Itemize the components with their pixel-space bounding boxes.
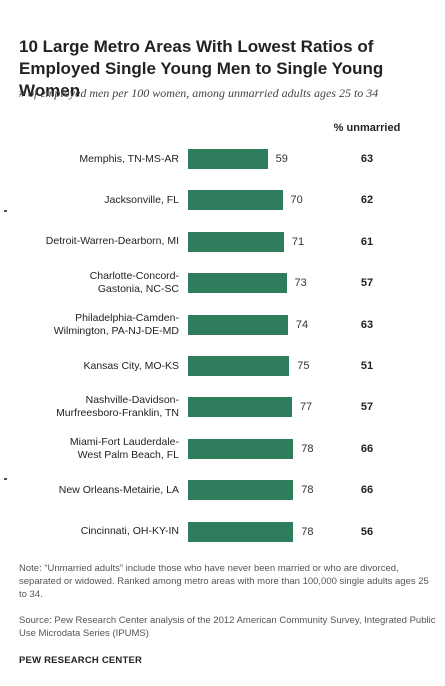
category-label-line: Memphis, TN-MS-AR xyxy=(79,152,179,165)
bar-value-label: 75 xyxy=(297,360,310,372)
bar-row: Kansas City, MO-KS 75 51 xyxy=(0,348,445,384)
bar-value-label: 78 xyxy=(301,525,314,538)
bar xyxy=(188,314,288,335)
category-label-line: New Orleans-Metairie, LA xyxy=(58,483,179,496)
chart-note: Note: “Unmarried adults” include those w… xyxy=(19,563,429,600)
bar-row: Jacksonville, FL 70 62 xyxy=(0,182,445,218)
unmarried-pct-label: 57 xyxy=(360,277,374,290)
bar-row: Philadelphia-Camden- Wilmington, PA-NJ-DE… xyxy=(0,307,445,343)
edge-tick-mark xyxy=(4,478,7,480)
unmarried-pct-label: 51 xyxy=(360,360,374,372)
category-label-line: West Palm Beach, FL xyxy=(77,448,179,461)
category-label-line: Nashville-Davidson- xyxy=(85,394,179,407)
unmarried-pct-label: 63 xyxy=(360,153,374,165)
bar-value-label: 74 xyxy=(295,318,309,331)
bar xyxy=(188,397,292,418)
category-label-line: Miami-Fort Lauderdale- xyxy=(69,435,179,448)
bar-row: Nashville-Davidson- Murfreesboro-Franklin… xyxy=(0,389,445,425)
bar-value-label: 78 xyxy=(301,484,314,497)
bar-row: Charlotte-Concord- Gastonia, NC-SC 73 57 xyxy=(0,265,445,301)
bar-value-label: 70 xyxy=(290,194,303,207)
bar-value-label: 78 xyxy=(301,442,314,455)
category-label: Jacksonville, FL xyxy=(104,182,179,218)
category-label-line: Philadelphia-Camden- xyxy=(75,311,179,324)
bar-value-label: 73 xyxy=(294,277,307,290)
category-label: Kansas City, MO-KS xyxy=(84,348,180,384)
category-label-line: Wilmington, PA-NJ-DE-MD xyxy=(53,324,179,337)
category-label-line: Kansas City, MO-KS xyxy=(83,359,180,372)
bar-row: Memphis, TN-MS-AR 59 63 xyxy=(0,141,445,177)
bar xyxy=(188,521,294,542)
bar-row: Miami-Fort Lauderdale- West Palm Beach, F… xyxy=(0,431,445,467)
bar-row: Detroit-Warren-Dearborn, MI 71 61 xyxy=(0,224,445,260)
category-label: Miami-Fort Lauderdale- West Palm Beach, F… xyxy=(70,431,179,467)
category-label: Charlotte-Concord- Gastonia, NC-SC xyxy=(90,265,179,301)
unmarried-pct-label: 61 xyxy=(360,235,374,248)
brand-label: PEW RESEARCH CENTER xyxy=(19,655,143,666)
category-label: Philadelphia-Camden- Wilmington, PA-NJ-DE… xyxy=(54,307,179,343)
bar xyxy=(188,480,294,501)
unmarried-pct-label: 62 xyxy=(360,194,374,207)
category-label-line: Gastonia, NC-SC xyxy=(97,283,179,296)
chart-source: Source: Pew Research Center analysis of … xyxy=(19,615,436,639)
category-label: Cincinnati, OH-KY-IN xyxy=(81,514,179,550)
bar-value-label: 71 xyxy=(291,235,305,248)
category-label-line: Murfreesboro-Franklin, TN xyxy=(56,407,179,420)
category-label: Memphis, TN-MS-AR xyxy=(79,141,179,177)
bar-value-label: 59 xyxy=(275,153,288,165)
bar xyxy=(188,438,294,459)
category-label-line: Jacksonville, FL xyxy=(104,193,179,206)
unmarried-pct-label: 63 xyxy=(360,318,374,331)
bar xyxy=(188,273,287,294)
category-label: Nashville-Davidson- Murfreesboro-Franklin… xyxy=(56,389,179,425)
unmarried-pct-label: 66 xyxy=(360,442,374,455)
edge-tick-mark xyxy=(4,210,7,212)
bar-value-label: 77 xyxy=(299,401,313,414)
category-label: New Orleans-Metairie, LA xyxy=(59,472,179,508)
chart-subtitle: # of employed men per 100 women, among u… xyxy=(19,86,379,100)
category-label-line: Detroit-Warren-Dearborn, MI xyxy=(45,235,179,248)
bar-row: Cincinnati, OH-KY-IN 78 56 xyxy=(0,514,445,550)
bar xyxy=(188,149,268,169)
chart-title: 10 Large Metro Areas With Lowest Ratios … xyxy=(19,37,384,100)
bar xyxy=(188,231,284,252)
category-label-line: Charlotte-Concord- xyxy=(89,270,179,283)
bar xyxy=(188,356,290,376)
unmarried-pct-label: 56 xyxy=(360,525,374,538)
unmarried-column-header: % unmarried xyxy=(333,122,401,134)
category-label: Detroit-Warren-Dearborn, MI xyxy=(46,224,179,260)
bar-row: New Orleans-Metairie, LA 78 66 xyxy=(0,472,445,508)
unmarried-pct-label: 66 xyxy=(360,484,374,497)
category-label-line: Cincinnati, OH-KY-IN xyxy=(80,525,179,538)
unmarried-pct-label: 57 xyxy=(360,401,374,414)
bar xyxy=(188,190,283,211)
